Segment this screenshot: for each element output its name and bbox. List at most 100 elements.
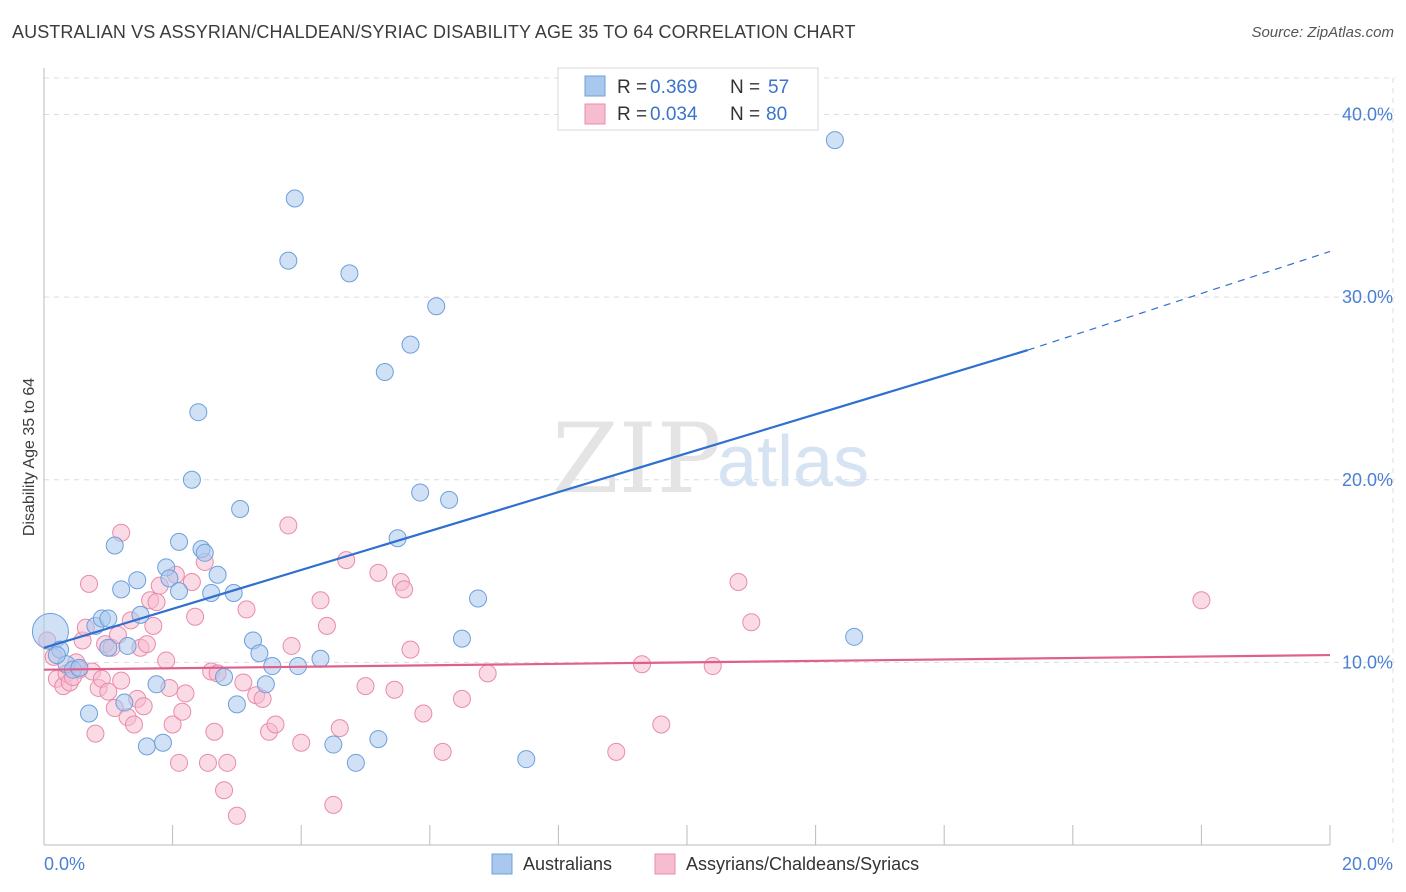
assyrians-point [147,593,166,612]
assyrians-point [414,704,433,723]
assyrians-point [356,677,375,696]
australians-trend-line [43,349,1029,649]
australians-point [118,636,137,655]
assyrians-point [218,753,237,772]
australians-point [70,658,89,677]
x-tick-label-max: 20.0% [1342,854,1393,874]
assyrians-point [163,715,182,734]
assyrians-point [205,722,224,741]
australians-point [401,335,420,354]
australians-point [137,737,156,756]
assyrians-trend-line [43,653,1331,671]
australians-point [80,704,99,723]
australians-point [279,251,298,270]
australians-point [227,695,246,714]
assyrians-point [215,781,234,800]
australians-point [250,644,269,663]
australians-point [105,536,124,555]
assyrians-point [632,655,651,674]
australians-point [440,490,459,509]
watermark-zip: ZIP [552,403,721,515]
australians-point [369,730,388,749]
legend-r-label-1: R = [617,77,647,98]
bottom-legend-australians: Australians [523,854,612,874]
legend-r-value-2: 0.034 [650,104,698,125]
australians-point [231,499,250,518]
australians-point [112,580,131,599]
assyrians-point [198,753,217,772]
australians-point [825,131,844,150]
assyrians-point [311,591,330,610]
australians-point [170,532,189,551]
grid-layer [44,77,1395,845]
y-tick-label: 40.0% [1342,105,1393,125]
australians-point [147,675,166,694]
legend-n-value-2: 80 [766,104,787,125]
assyrians-point [134,697,153,716]
legend-swatch-assyrians [584,103,606,125]
series-assyrians-points [38,516,1211,825]
australians-point [375,363,394,382]
australians-point [202,583,221,602]
australians-point [208,565,227,584]
axes-layer: 10.0% 20.0% 30.0% 40.0% 0.0% 20.0% [43,68,1393,874]
legend-n-label-1: N = [730,77,760,98]
assyrians-point [452,689,471,708]
assyrians-point [292,733,311,752]
australians-point [160,569,179,588]
australians-point [427,297,446,316]
australians-point [182,470,201,489]
legend-r-label-2: R = [617,104,647,125]
bottom-legend-assyrians: Assyrians/Chaldeans/Syriacs [686,854,919,874]
y-tick-label: 10.0% [1342,652,1393,672]
australians-point [170,582,189,601]
australians-point [47,646,66,665]
assyrians-point [607,742,626,761]
assyrians-point [234,673,253,692]
assyrians-point [401,640,420,659]
source-credit: Source: ZipAtlas.com [1251,24,1394,41]
australians-trend-extension [1027,250,1331,351]
assyrians-point [137,635,156,654]
bottom-legend: Australians Assyrians/Chaldeans/Syriacs [491,853,919,875]
assyrians-point [385,680,404,699]
australians-point [340,264,359,283]
assyrians-point [99,682,118,701]
bottom-legend-swatch-assyrians [654,853,676,875]
australians-point [153,733,172,752]
australians-point [845,627,864,646]
y-tick-label: 30.0% [1342,287,1393,307]
australians-point [346,753,365,772]
australians-point [469,589,488,608]
legend-n-value-1: 57 [768,77,789,98]
australians-point [99,638,118,657]
chart-title: AUSTRALIAN VS ASSYRIAN/CHALDEAN/SYRIAC D… [12,22,856,42]
australians-point [311,649,330,668]
australians-point [99,609,118,628]
australians-point [215,667,234,686]
legend-box: R = 0.369 N = 57 R = 0.034 N = 80 [557,67,819,131]
watermark: ZIP atlas [552,403,869,515]
assyrians-point [652,715,671,734]
assyrians-point [330,719,349,738]
assyrians-point [237,600,256,619]
legend-n-label-2: N = [730,104,760,125]
australians-point [517,750,536,769]
y-axis-label: Disability Age 35 to 64 [21,378,38,536]
australians-point [452,629,471,648]
bottom-legend-swatch-australians [491,853,513,875]
assyrians-point [176,684,195,703]
assyrians-point [433,742,452,761]
australians-point [189,403,208,422]
assyrians-point [144,616,163,635]
assyrians-point [80,574,99,593]
assyrians-point [282,636,301,655]
watermark-atlas: atlas [717,422,869,502]
assyrians-point [324,795,343,814]
assyrians-point [266,715,285,734]
assyrians-point [182,573,201,592]
assyrians-point [112,671,131,690]
assyrians-point [253,689,272,708]
australians-point [195,543,214,562]
